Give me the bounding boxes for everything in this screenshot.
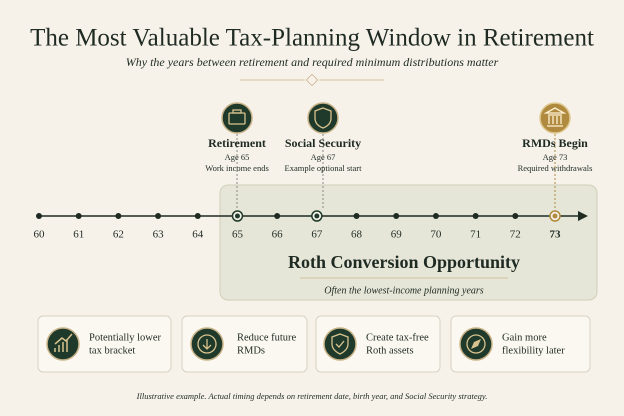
rmd-icon [539, 102, 571, 210]
footnote: Illustrative example. Actual timing depe… [136, 391, 488, 401]
age-label: 63 [153, 229, 165, 241]
age-label: 61 [73, 229, 84, 241]
timeline: 60 61 62 63 64 65 66 67 68 69 70 71 72 73 [34, 210, 588, 241]
age-label: 68 [351, 229, 363, 241]
age-label: 71 [470, 229, 481, 241]
benefit-line: Gain more [502, 332, 547, 343]
benefit-line: Create tax-free [366, 332, 429, 343]
timeline-dot [393, 213, 400, 219]
timeline-dot [472, 213, 479, 219]
timeline-dot [353, 213, 360, 219]
age-label: 62 [113, 229, 124, 241]
age-label: 66 [272, 229, 284, 241]
age-label: 69 [391, 229, 403, 241]
benefit-line: RMDs [237, 345, 265, 356]
milestone-age: Age 65 [225, 152, 250, 162]
benefit-line: Roth assets [366, 345, 414, 356]
timeline-dot [274, 213, 281, 219]
benefit-line: tax bracket [89, 345, 135, 356]
timeline-dot [155, 213, 162, 219]
opportunity-subtitle: Often the lowest-income planning years [324, 285, 484, 296]
age-label: 64 [192, 229, 204, 241]
milestone-note: Example optional start [285, 163, 363, 173]
milestone-note: Required withdrawals [518, 163, 593, 173]
timeline-dot [432, 213, 439, 219]
benefit-card: Reduce future RMDs [181, 315, 308, 373]
age-label: 60 [34, 229, 46, 241]
benefit-card: Create tax-free Roth assets [315, 315, 441, 373]
milestone-dot-center [234, 213, 240, 219]
benefit-line: flexibility later [502, 345, 565, 356]
retirement-icon [221, 102, 253, 210]
milestone-label: Retirement [208, 136, 266, 150]
opportunity-box [219, 184, 598, 301]
milestone-age: Age 67 [311, 152, 336, 162]
milestone-note: Work income ends [205, 163, 269, 173]
title: The Most Valuable Tax-Planning Window in… [30, 25, 594, 52]
benefit-line: Potentially lower [89, 332, 162, 343]
timeline-dot [36, 213, 42, 219]
divider [240, 73, 384, 87]
milestone-label: Social Security [285, 136, 361, 150]
milestone-label: RMDs Begin [522, 136, 588, 150]
timeline-dot [194, 213, 201, 219]
age-label: 73 [550, 229, 562, 241]
benefit-line: Reduce future [237, 332, 297, 343]
benefit-card: Gain more flexibility later [450, 315, 591, 373]
benefit-card: Potentially lower tax bracket [37, 315, 172, 373]
milestone-dot-center [552, 213, 558, 219]
timeline-dot [115, 213, 122, 219]
social-security-icon [307, 102, 339, 210]
opportunity-title: Roth Conversion Opportunity [288, 252, 520, 272]
age-label: 70 [430, 229, 442, 241]
age-label: 65 [232, 229, 244, 241]
timeline-dot [512, 213, 519, 219]
milestone-dot-center [314, 213, 320, 219]
milestone-age: Age 73 [543, 152, 568, 162]
subtitle: Why the years between retirement and req… [126, 55, 499, 69]
timeline-dot [75, 213, 82, 219]
age-label: 67 [311, 229, 323, 241]
age-label: 72 [510, 229, 521, 241]
